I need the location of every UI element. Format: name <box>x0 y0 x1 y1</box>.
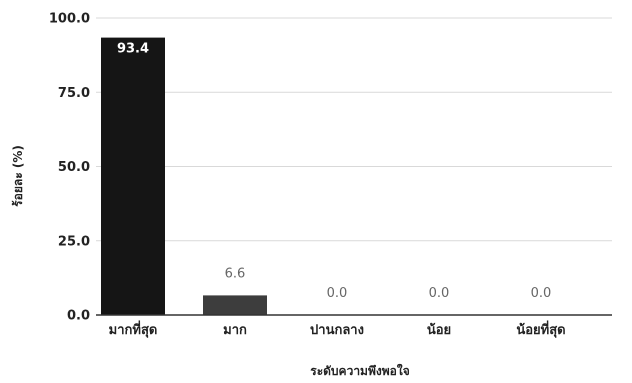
x-tick-label: มาก <box>223 323 247 338</box>
x-tick-label: น้อย <box>427 322 451 338</box>
data-label: 6.6 <box>225 266 246 281</box>
y-tick-label: 25.0 <box>58 234 90 249</box>
data-label: 0.0 <box>327 286 348 301</box>
gridlines <box>96 17 612 242</box>
bar <box>203 295 267 315</box>
x-tick-label: น้อยที่สุด <box>516 320 565 338</box>
x-tick-label: มากที่สุด <box>109 320 158 338</box>
data-label: 93.4 <box>117 42 149 57</box>
y-tick-label: 100.0 <box>49 12 90 27</box>
data-label: 0.0 <box>429 286 450 301</box>
y-axis-ticks: 0.0 25.0 50.0 75.0 100.0 <box>49 12 90 324</box>
bar <box>101 37 165 316</box>
data-label: 0.0 <box>531 286 552 301</box>
bars <box>101 37 267 316</box>
x-axis-title: ระดับความพึงพอใจ <box>310 363 410 378</box>
y-tick-label: 75.0 <box>58 86 90 101</box>
x-tick-label: ปานกลาง <box>310 323 364 338</box>
y-axis-title: ร้อยละ (%) <box>11 145 25 207</box>
y-tick-label: 0.0 <box>67 309 90 324</box>
value-labels: 93.4 6.6 0.0 0.0 0.0 <box>117 42 551 301</box>
x-axis-categories: มากที่สุด มาก ปานกลาง น้อย น้อยที่สุด <box>109 320 566 338</box>
y-tick-label: 50.0 <box>58 160 90 175</box>
